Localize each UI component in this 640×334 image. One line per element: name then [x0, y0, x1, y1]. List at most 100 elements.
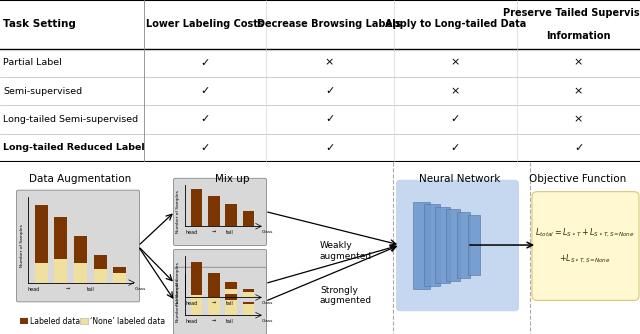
Bar	[208, 196, 220, 226]
Bar	[243, 302, 254, 304]
Bar	[208, 286, 220, 297]
Text: ✓: ✓	[200, 143, 209, 153]
Text: $L_{total} = L_{S \circ T} + L_{S \circ T, S\!=\!None}$: $L_{total} = L_{S \circ T} + L_{S \circ …	[535, 227, 635, 239]
Text: $+ L_{S \circ T, S\!=\!None}$: $+ L_{S \circ T, S\!=\!None}$	[559, 253, 611, 265]
Bar	[93, 255, 107, 269]
Bar	[93, 269, 107, 283]
Text: head: head	[185, 319, 197, 324]
Bar	[446, 209, 460, 281]
Bar	[208, 297, 220, 315]
Bar	[208, 273, 220, 286]
Bar	[20, 318, 28, 324]
Text: Number of Samples: Number of Samples	[177, 190, 180, 233]
Text: Semi-supervised: Semi-supervised	[3, 87, 83, 96]
Bar	[35, 263, 48, 283]
Text: tail: tail	[226, 301, 234, 306]
Bar	[468, 214, 479, 276]
Bar	[191, 295, 202, 315]
Bar	[191, 281, 202, 297]
Text: ×: ×	[325, 58, 334, 68]
Bar	[225, 283, 237, 289]
Text: Objective Function: Objective Function	[529, 174, 627, 184]
Text: Neural Network: Neural Network	[419, 174, 500, 184]
Text: Task Setting: Task Setting	[3, 19, 76, 29]
Text: ✓: ✓	[451, 143, 460, 153]
Text: Mix up: Mix up	[215, 174, 249, 184]
Text: ×: ×	[574, 115, 583, 125]
Text: ×: ×	[574, 58, 583, 68]
Bar	[225, 294, 237, 300]
Text: Apply to Long-tailed Data: Apply to Long-tailed Data	[385, 19, 526, 29]
Text: ✓: ✓	[325, 115, 334, 125]
Text: Class: Class	[135, 287, 147, 291]
Bar	[191, 278, 202, 295]
Text: ×: ×	[451, 86, 460, 96]
Text: Class: Class	[262, 230, 273, 234]
Text: Preserve Tailed Supervised: Preserve Tailed Supervised	[504, 8, 640, 18]
Bar	[413, 201, 429, 289]
FancyBboxPatch shape	[173, 178, 266, 245]
Text: Number of Samples: Number of Samples	[177, 280, 180, 322]
Text: Long-tailed Semi-supervised: Long-tailed Semi-supervised	[3, 115, 138, 124]
Text: Class: Class	[262, 319, 273, 323]
Bar	[225, 300, 237, 315]
Text: head: head	[185, 301, 197, 306]
Bar	[208, 285, 220, 297]
Bar	[243, 289, 254, 292]
Bar	[74, 263, 87, 283]
Text: ✓: ✓	[325, 86, 334, 96]
Text: ‘None’ labeled data: ‘None’ labeled data	[90, 317, 165, 326]
Text: head: head	[28, 287, 40, 292]
Text: ✓: ✓	[325, 143, 334, 153]
FancyBboxPatch shape	[173, 249, 266, 317]
Text: Strongly
augmented: Strongly augmented	[320, 286, 372, 305]
Bar	[54, 260, 67, 283]
Bar	[243, 292, 254, 297]
Text: tail: tail	[226, 319, 234, 324]
Text: Partial Label: Partial Label	[3, 58, 62, 67]
Text: Data Augmentation: Data Augmentation	[29, 174, 131, 184]
Text: →: →	[211, 319, 216, 324]
Bar	[435, 207, 449, 283]
Text: ×: ×	[451, 58, 460, 68]
Bar	[54, 217, 67, 260]
Bar	[80, 318, 88, 324]
Text: Labeled data: Labeled data	[30, 317, 80, 326]
Bar	[35, 205, 48, 263]
Bar	[243, 211, 254, 226]
Text: Information: Information	[547, 31, 611, 41]
Bar	[243, 304, 254, 315]
Text: Class: Class	[262, 301, 273, 305]
Bar	[191, 189, 202, 226]
Bar	[113, 267, 127, 273]
Text: Lower Labeling Costs: Lower Labeling Costs	[146, 19, 264, 29]
Text: Decrease Browsing Labels: Decrease Browsing Labels	[257, 19, 402, 29]
Text: Number of Samples: Number of Samples	[177, 262, 180, 305]
Bar	[225, 204, 237, 226]
Bar	[113, 273, 127, 283]
Bar	[457, 212, 470, 278]
Text: ✓: ✓	[574, 143, 583, 153]
FancyBboxPatch shape	[173, 267, 266, 334]
Bar	[225, 289, 237, 297]
Text: ✓: ✓	[451, 115, 460, 125]
Text: tail: tail	[87, 287, 95, 292]
Text: →: →	[211, 301, 216, 306]
Text: Number of Samples: Number of Samples	[19, 224, 24, 268]
Text: tail: tail	[226, 230, 234, 235]
Text: head: head	[185, 230, 197, 235]
FancyBboxPatch shape	[17, 190, 140, 302]
Text: →: →	[66, 286, 70, 291]
Text: ✓: ✓	[200, 115, 209, 125]
Bar	[74, 236, 87, 263]
Text: →: →	[211, 230, 216, 235]
Bar	[191, 262, 202, 281]
Text: ×: ×	[574, 86, 583, 96]
Text: ✓: ✓	[200, 58, 209, 68]
Text: ✓: ✓	[200, 86, 209, 96]
FancyBboxPatch shape	[532, 192, 639, 300]
Text: Long-tailed Reduced Label: Long-tailed Reduced Label	[3, 143, 145, 152]
FancyBboxPatch shape	[396, 180, 519, 311]
Text: Weakly
augmented: Weakly augmented	[320, 241, 372, 261]
Bar	[424, 204, 440, 286]
